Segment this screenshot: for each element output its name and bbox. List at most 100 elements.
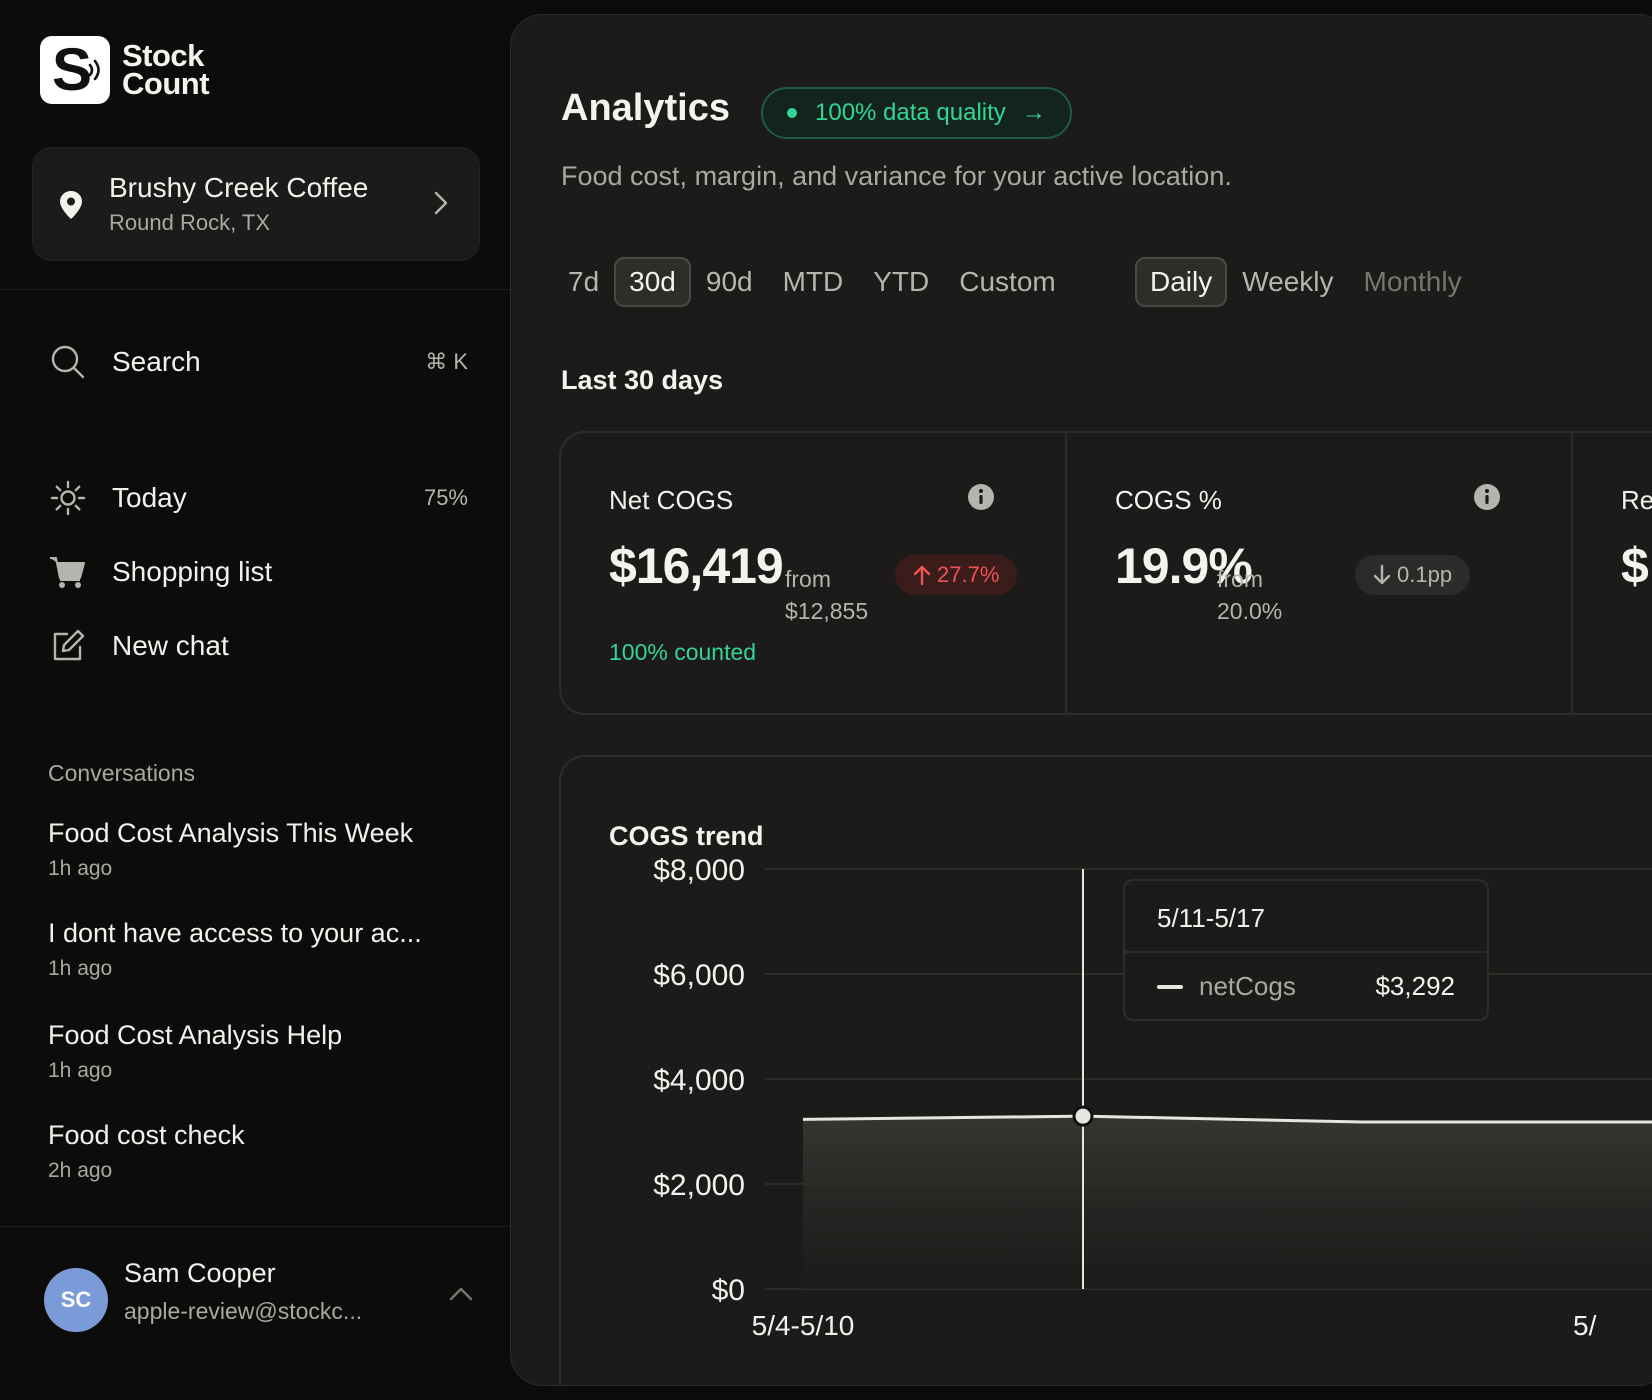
y-tick-label: $0 bbox=[712, 1274, 745, 1307]
conversation-title: Food Cost Analysis Help bbox=[48, 1020, 343, 1050]
search-label: Search bbox=[112, 346, 201, 377]
edit-icon bbox=[48, 626, 88, 666]
search-icon bbox=[48, 342, 88, 382]
chevron-right-icon bbox=[434, 191, 448, 215]
sidebar: S Stock Count Brushy Creek Coffee Round … bbox=[0, 0, 510, 1400]
kpi-from: from $12,855 bbox=[785, 563, 868, 627]
chart-tooltip: 5/11-5/17 netCogs $3,292 bbox=[1123, 879, 1489, 1021]
brand-line-2: Count bbox=[122, 66, 210, 101]
location-city: Round Rock, TX bbox=[109, 210, 271, 235]
brand-logo-icon: S bbox=[40, 36, 110, 104]
conversation-item[interactable]: Food cost check 2h ago bbox=[48, 1120, 478, 1183]
chart-title: COGS trend bbox=[609, 821, 764, 851]
arrow-down-icon bbox=[1373, 564, 1391, 585]
kpi-title: COGS % bbox=[1115, 485, 1222, 515]
data-point bbox=[1072, 1105, 1094, 1127]
new-chat-label: New chat bbox=[112, 630, 229, 661]
granularity-selector: Daily Weekly Monthly bbox=[1135, 257, 1477, 307]
period-label: Last 30 days bbox=[561, 365, 724, 395]
kpi-delta-value: 27.7% bbox=[937, 562, 1000, 587]
cogs-trend-chart[interactable]: $8,000 $6,000 $4,000 $2,000 $05/4-5/10 5/ bbox=[561, 757, 1652, 1386]
kpi-delta-value: 0.1pp bbox=[1397, 562, 1453, 587]
y-tick-label: $4,000 bbox=[653, 1064, 745, 1097]
kpi-from: from 20.0% bbox=[1217, 563, 1282, 627]
tooltip-divider bbox=[1125, 951, 1487, 953]
data-quality-text: 100% data quality bbox=[815, 99, 1006, 126]
conversation-time: 1h ago bbox=[48, 957, 113, 980]
conversation-time: 1h ago bbox=[48, 1059, 113, 1082]
range-mtd[interactable]: MTD bbox=[782, 266, 844, 297]
range-selector: 7d 30d 90d MTD YTD Custom bbox=[553, 257, 1071, 307]
range-custom[interactable]: Custom bbox=[959, 266, 1056, 297]
kpi-divider bbox=[1571, 433, 1573, 713]
brand-line-1: Stock bbox=[122, 38, 204, 73]
analytics-panel: Analytics 100% data quality → Food cost,… bbox=[510, 14, 1652, 1386]
today-label: Today bbox=[112, 482, 187, 513]
page-title: Analytics bbox=[561, 87, 730, 129]
sidebar-item-shopping-list[interactable]: Shopping list bbox=[48, 547, 468, 597]
kpi-net-cogs: Net COGS $16,419 from $12,855 27.7% 100%… bbox=[561, 433, 1041, 713]
kpi-revenue: Re $ bbox=[1573, 433, 1652, 713]
conversations-heading: Conversations bbox=[48, 760, 196, 786]
kpi-from-label: from bbox=[785, 566, 831, 592]
conversation-item[interactable]: I dont have access to your ac... 1h ago bbox=[48, 918, 478, 981]
x-tick-label: 5/ bbox=[1573, 1310, 1597, 1341]
y-tick-label: $8,000 bbox=[653, 854, 745, 887]
conversation-time: 1h ago bbox=[48, 857, 113, 880]
cart-icon bbox=[48, 552, 88, 592]
arrow-up-icon bbox=[913, 565, 931, 586]
range-30d[interactable]: 30d bbox=[614, 257, 691, 307]
range-7d[interactable]: 7d bbox=[568, 266, 600, 297]
granularity-daily[interactable]: Daily bbox=[1135, 257, 1228, 307]
page-subtitle: Food cost, margin, and variance for your… bbox=[561, 161, 1232, 191]
info-icon[interactable] bbox=[967, 483, 995, 511]
range-ytd[interactable]: YTD bbox=[873, 266, 930, 297]
granularity-monthly[interactable]: Monthly bbox=[1363, 266, 1462, 297]
search-button[interactable]: Search ⌘ K bbox=[48, 337, 468, 387]
user-name: Sam Cooper bbox=[124, 1258, 276, 1288]
x-tick-label: 5/4-5/10 bbox=[752, 1310, 855, 1341]
avatar: SC bbox=[44, 1268, 108, 1332]
conversation-item[interactable]: Food Cost Analysis This Week 1h ago bbox=[48, 818, 478, 881]
kpi-value: $ bbox=[1621, 538, 1649, 594]
conversation-item[interactable]: Food Cost Analysis Help 1h ago bbox=[48, 1020, 478, 1083]
info-icon[interactable] bbox=[1473, 483, 1501, 511]
location-name: Brushy Creek Coffee bbox=[109, 172, 369, 203]
y-tick-label: $6,000 bbox=[653, 959, 745, 992]
user-email: apple-review@stockc... bbox=[124, 1298, 363, 1324]
tooltip-label: 5/11-5/17 bbox=[1157, 903, 1265, 933]
conversation-title: Food cost check bbox=[48, 1120, 245, 1150]
arrow-right-icon: → bbox=[1021, 99, 1046, 126]
shopping-list-label: Shopping list bbox=[112, 556, 273, 587]
granularity-weekly[interactable]: Weekly bbox=[1242, 266, 1334, 297]
user-menu[interactable]: SC Sam Cooper apple-review@stockc... bbox=[44, 1258, 474, 1338]
kpi-counted-note: 100% counted bbox=[609, 639, 757, 665]
kpi-value: $16,419 bbox=[609, 538, 784, 594]
conversation-title: I dont have access to your ac... bbox=[48, 918, 422, 948]
kpi-row: Net COGS $16,419 from $12,855 27.7% 100%… bbox=[559, 431, 1652, 715]
conversation-title: Food Cost Analysis This Week bbox=[48, 818, 414, 848]
sidebar-divider bbox=[0, 1226, 510, 1227]
kpi-from-value: 20.0% bbox=[1217, 598, 1283, 624]
kpi-from-value: $12,855 bbox=[785, 598, 869, 624]
brand-name: Stock Count bbox=[122, 38, 210, 101]
status-dot-icon bbox=[787, 108, 797, 118]
y-tick-label: $2,000 bbox=[653, 1169, 745, 1202]
location-switcher[interactable]: Brushy Creek Coffee Round Rock, TX bbox=[32, 147, 480, 261]
brand[interactable]: S Stock Count bbox=[40, 36, 210, 104]
new-chat-button[interactable]: New chat bbox=[48, 621, 468, 671]
kpi-from-label: from bbox=[1217, 566, 1263, 592]
tooltip-value: $3,292 bbox=[1375, 971, 1455, 1001]
today-progress: 75% bbox=[423, 485, 468, 510]
conversation-time: 2h ago bbox=[48, 1159, 113, 1182]
sidebar-item-today[interactable]: Today 75% bbox=[48, 473, 468, 523]
kpi-divider bbox=[1065, 433, 1067, 713]
map-pin-icon bbox=[60, 191, 82, 219]
sun-icon bbox=[48, 478, 88, 518]
data-quality-badge[interactable]: 100% data quality → bbox=[761, 87, 1072, 139]
series-area bbox=[803, 1116, 1652, 1289]
series-line-netCogs bbox=[802, 1114, 1652, 1124]
tooltip-series: netCogs bbox=[1199, 971, 1296, 1001]
range-90d[interactable]: 90d bbox=[705, 266, 753, 297]
